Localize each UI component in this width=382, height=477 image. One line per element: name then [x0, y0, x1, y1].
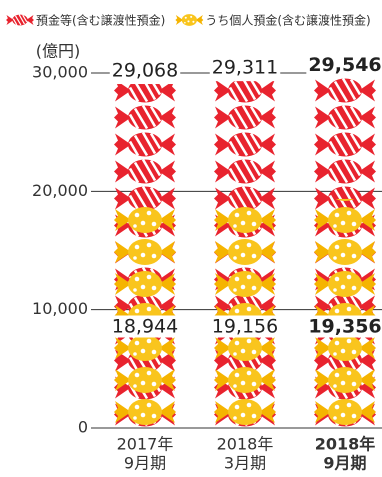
value-label: 29,068: [112, 60, 178, 82]
x-tick-label: 9月期: [124, 454, 166, 473]
y-tick-label: 0: [78, 418, 88, 437]
value-label: 19,156: [212, 316, 278, 338]
value-label-bg: [109, 315, 181, 338]
value-label: 18,944: [112, 316, 178, 338]
value-label: 29,546: [308, 54, 381, 76]
legend-item: うち個人預金(含む譲渡性預金): [175, 13, 371, 28]
legend-icon: [5, 14, 35, 26]
value-label-bg: [109, 59, 181, 82]
legend-label: 預金等(含む譲渡性預金): [36, 13, 165, 28]
legend-icon: [175, 14, 204, 26]
x-tick-label: 2017年: [117, 435, 174, 454]
candy-bar: [195, 201, 295, 428]
legend-item: 預金等(含む譲渡性預金): [5, 13, 165, 28]
value-label-bg: [306, 315, 382, 338]
value-label: 29,311: [212, 57, 278, 79]
y-tick-label: 20,000: [32, 181, 88, 200]
x-tick-label: 2018年: [315, 435, 376, 454]
value-label-bg: [209, 315, 281, 338]
x-tick-label: 3月期: [224, 454, 266, 473]
value-label-bg: [209, 56, 281, 79]
x-tick-label: 2018年: [217, 435, 274, 454]
value-label-bg: [306, 53, 382, 76]
candy-bar: [295, 198, 382, 428]
unit-label: (億円): [36, 42, 81, 61]
legend-label: うち個人預金(含む譲渡性預金): [205, 13, 370, 28]
y-tick-label: 30,000: [32, 63, 88, 82]
y-tick-label: 10,000: [32, 299, 88, 318]
value-label: 19,356: [308, 316, 381, 338]
x-tick-label: 9月期: [323, 454, 366, 473]
